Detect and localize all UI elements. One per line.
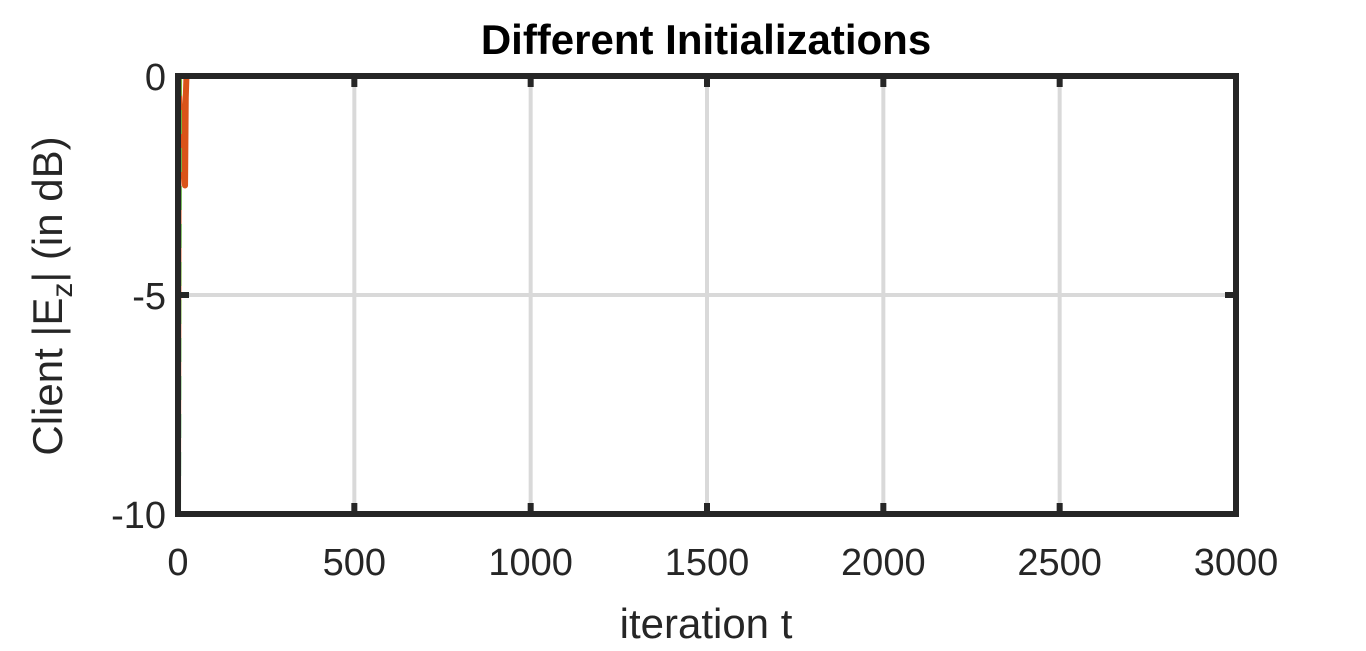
x-tick-label: 1500 [665,542,750,584]
chart-title: Different Initializations [481,16,931,63]
y-tick-label: -5 [132,276,166,318]
y-axis-label-suffix: | (in dB) [24,136,71,282]
x-tick-label: 3000 [1194,542,1279,584]
x-tick-label: 1000 [488,542,573,584]
x-tick-label: 2000 [841,542,926,584]
grid-lines [178,76,1236,514]
x-tick-labels: 0 500 1000 1500 2000 2500 3000 [167,542,1278,584]
x-tick-label: 0 [167,542,188,584]
axes-frame [175,73,1239,517]
y-tick-labels: 0 -5 -10 [111,57,166,537]
y-axis-label-prefix: Client |E [24,298,71,456]
y-tick-label: 0 [145,57,166,99]
x-tick-label: 500 [323,542,386,584]
y-axis-label-subscript: z [46,283,79,298]
y-axis-label: Client |Ez| (in dB) [24,136,79,455]
x-axis-label: iteration t [620,600,793,647]
x-tick-label: 2500 [1017,542,1102,584]
y-tick-label: -10 [111,495,166,537]
